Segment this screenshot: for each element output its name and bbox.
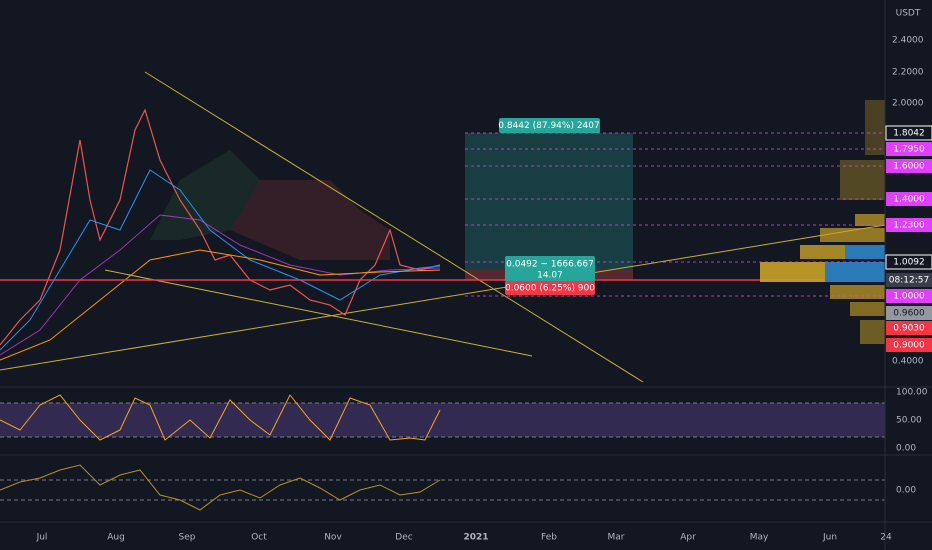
price-tag-bg [886,289,932,303]
trendline [104,269,533,357]
trendline [144,71,644,383]
price-tag-bg [886,192,932,206]
time-label: Jul [36,533,48,543]
price-tag-bg [886,321,932,335]
price-tag: 1.6000 [893,162,925,172]
ratio-label: 0.0492 ~ 1666.667 [506,260,594,270]
price-tag: 1.0092 [893,258,925,268]
price-tag-bg [885,254,932,270]
profile-bar [855,214,885,226]
stop-label: 0.0600 (6.25%) 900 [505,284,595,294]
price-tag: 0.9030 [893,324,925,334]
price-tag-bg [886,142,932,156]
price-unit: USDT [896,9,921,19]
stop-box [505,281,595,295]
price-label: 0.4000 [892,357,924,367]
rsi-label: 100.00 [896,388,928,398]
time-label: May [750,533,769,543]
qty-label: 14.07 [537,271,563,281]
time-label: Mar [608,533,625,543]
rsi-label: 0.00 [896,444,916,454]
time-label: Sep [179,533,196,543]
profile-bar [820,228,885,242]
rsi-label: 50.00 [896,416,922,426]
profile-bar [825,262,885,282]
profile-bar [865,100,885,155]
profile-bar [845,245,885,259]
time-label: 2021 [463,533,488,543]
profile-bar [830,285,885,299]
rsi-band [0,403,885,437]
price-tag: 1.0000 [893,292,925,302]
price-line [0,108,441,346]
target-label: 0.8442 (87.94%) 2407 [498,121,599,131]
price-label: 2.4000 [892,36,924,46]
profile-bar [860,320,885,344]
time-label: Nov [324,533,342,543]
time-label: 24 [880,533,892,543]
target-box [499,118,600,133]
moving-average [0,249,441,361]
price-label: 2.2000 [892,68,924,78]
rsi-line [0,394,441,441]
trendline [0,224,886,371]
time-label: Feb [541,533,557,543]
price-tag: 0.9000 [893,341,925,351]
price-tag: 1.2300 [893,221,925,231]
profit-zone [465,133,633,270]
ratio-box [505,256,595,282]
price-tag-bg [885,125,932,141]
price-tag-bg [886,218,932,232]
time-label: Aug [107,533,125,543]
profile-bar [840,160,885,200]
price-tag: 0.9600 [893,309,925,319]
price-tag-bg [886,306,932,320]
time-label: Apr [680,533,696,543]
osc-label: 0.00 [896,486,916,496]
price-tag: 1.7950 [893,145,925,155]
price-tag-bg [886,338,932,352]
oscillator-line [0,464,441,511]
price-tag: 1.8042 [893,129,925,139]
time-label: Jun [822,533,837,543]
price-label: 2.0000 [892,99,924,109]
price-tag: 1.4000 [893,195,925,205]
price-tag-bg [886,273,932,287]
time-label: Dec [395,533,412,543]
volume-profile [760,100,885,344]
price-tag-bg [886,159,932,173]
profile-bar [850,302,885,316]
moving-average [0,169,441,351]
cloud-red [230,180,390,260]
time-label: Oct [251,533,267,543]
price-tag: 08:12:57 [889,276,929,286]
